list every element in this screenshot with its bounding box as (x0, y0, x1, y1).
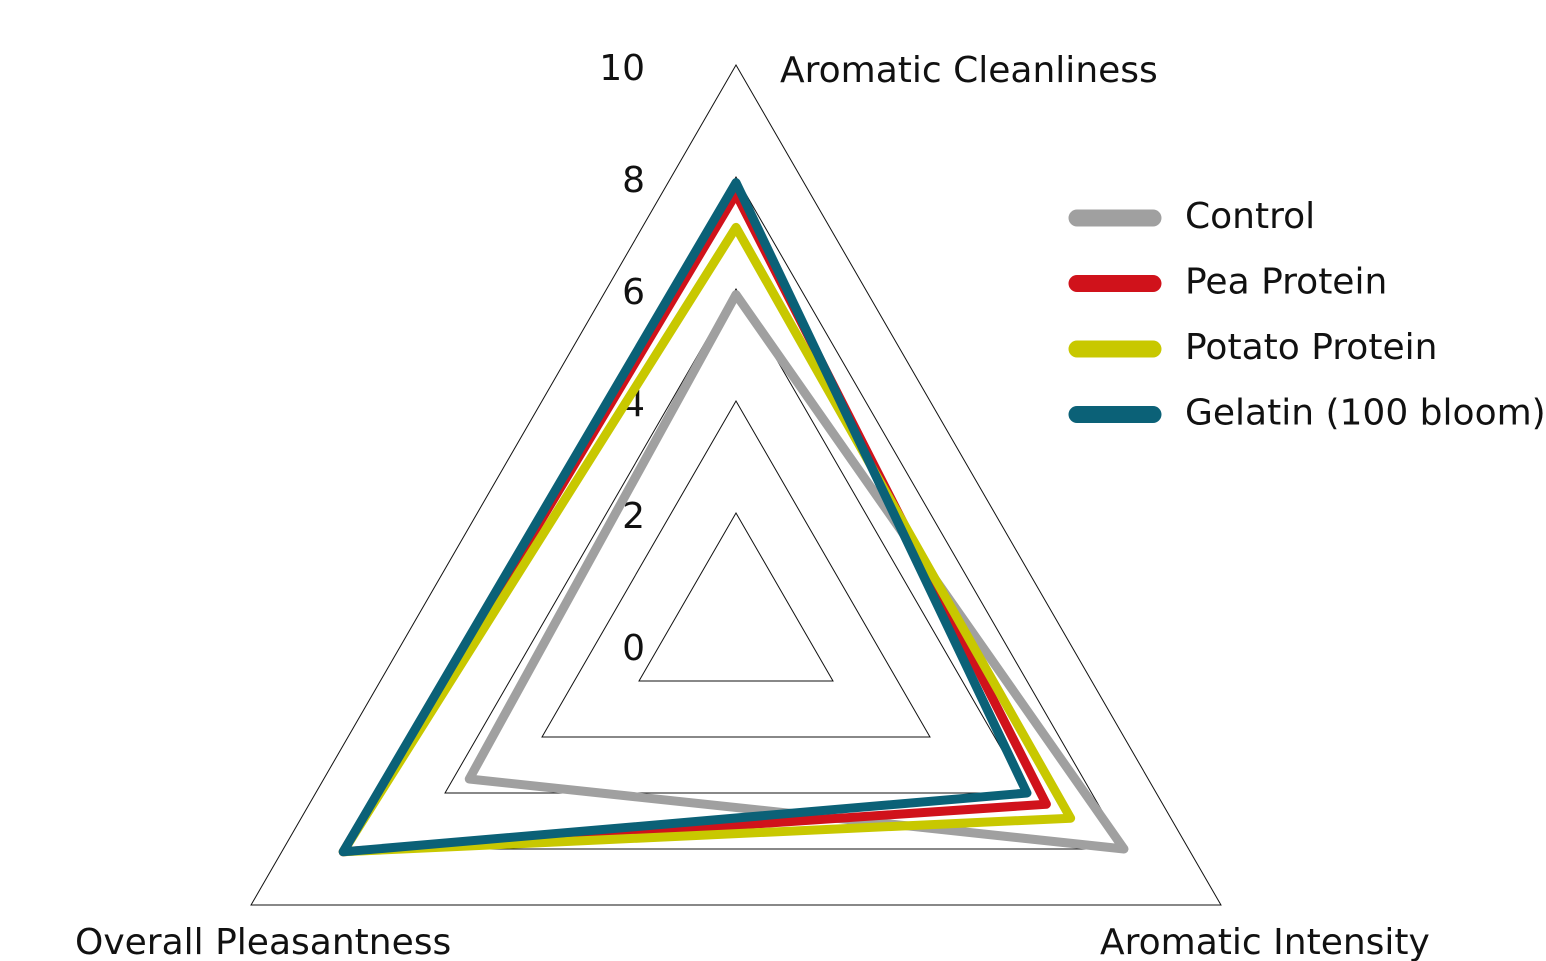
series-polygon (338, 222, 1076, 857)
r-tick-label: 2 (622, 496, 645, 537)
legend-label: Pea Protein (1185, 262, 1387, 303)
axis-label: Aromatic Intensity (1100, 922, 1430, 961)
legend-label: Control (1185, 196, 1315, 237)
r-tick-label: 10 (599, 48, 645, 89)
r-tick-label: 0 (622, 628, 645, 669)
series-polygon (338, 178, 1032, 857)
grid-ring (250, 64, 1222, 906)
r-tick-label: 6 (622, 272, 645, 313)
legend-label: Gelatin (100 bloom) (1185, 393, 1546, 434)
axis-label: Overall Pleasantness (75, 922, 451, 961)
grid-ring (444, 287, 1028, 794)
legend-label: Potato Protein (1185, 327, 1437, 368)
grid-ring (541, 399, 931, 738)
r-tick-label: 8 (622, 160, 645, 201)
axis-label: Aromatic Cleanliness (780, 50, 1158, 91)
grid-ring (638, 512, 834, 682)
